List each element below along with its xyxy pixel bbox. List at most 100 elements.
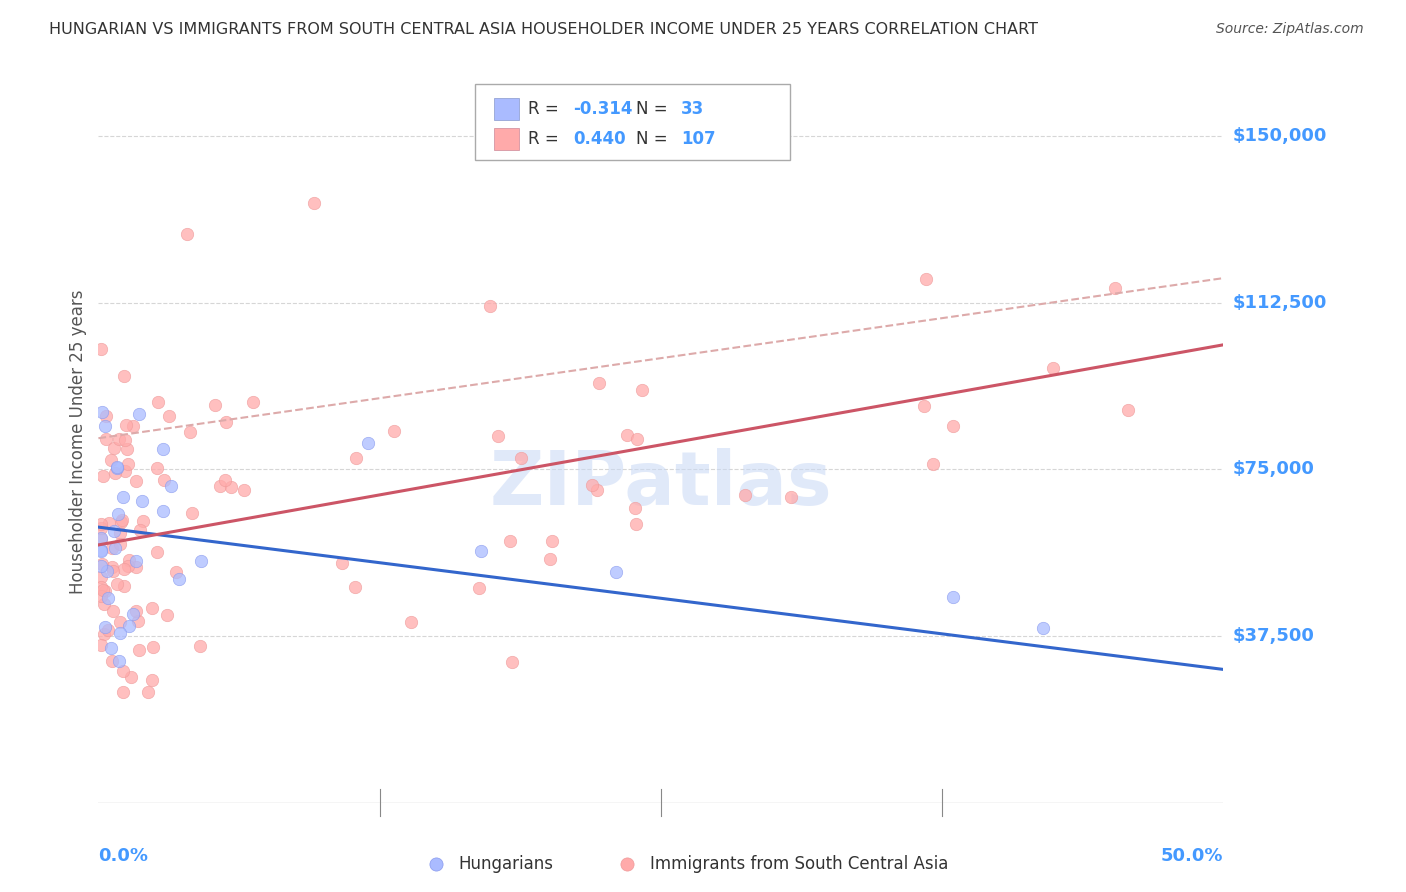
Point: [152, 442, 174, 456]
Point: [129, 523, 152, 537]
Text: HUNGARIAN VS IMMIGRANTS FROM SOUTH CENTRAL ASIA HOUSEHOLDER INCOME UNDER 25 YEAR: HUNGARIAN VS IMMIGRANTS FROM SOUTH CENTR…: [49, 22, 1038, 37]
Point: [382, 425, 405, 439]
Point: [486, 429, 509, 443]
Text: 50.0%: 50.0%: [1161, 847, 1223, 865]
Point: [626, 432, 648, 446]
Point: [127, 614, 149, 628]
Point: [91, 468, 114, 483]
Point: [91, 404, 114, 418]
Point: [915, 271, 938, 285]
Point: [499, 534, 522, 549]
Point: [90, 558, 112, 573]
Point: [90, 542, 112, 557]
Point: [1104, 281, 1126, 295]
Text: $75,000: $75,000: [1232, 460, 1315, 478]
Point: [104, 467, 127, 481]
Point: [215, 415, 238, 429]
Point: [190, 554, 212, 568]
Point: [136, 684, 159, 698]
Point: [112, 579, 135, 593]
Point: [90, 580, 112, 594]
Point: [118, 553, 141, 567]
Point: [117, 559, 139, 574]
Point: [125, 560, 148, 574]
Y-axis label: Householder Income Under 25 years: Householder Income Under 25 years: [69, 289, 87, 594]
Text: Source: ZipAtlas.com: Source: ZipAtlas.com: [1216, 22, 1364, 37]
Point: [157, 409, 180, 424]
Point: [90, 570, 112, 584]
Point: [90, 531, 112, 545]
Point: [146, 395, 169, 409]
Point: [630, 383, 652, 397]
Point: [467, 581, 489, 595]
Point: [93, 626, 115, 640]
Text: $112,500: $112,500: [1232, 293, 1327, 311]
Point: [110, 525, 132, 540]
Point: [112, 369, 135, 384]
Point: [1032, 621, 1054, 635]
Point: [188, 639, 211, 653]
Point: [94, 619, 117, 633]
Point: [90, 544, 112, 558]
FancyBboxPatch shape: [495, 128, 519, 150]
Point: [156, 608, 179, 623]
Point: [146, 461, 169, 475]
Point: [581, 477, 603, 491]
Point: [734, 488, 756, 502]
Point: [112, 490, 135, 504]
Point: [538, 552, 561, 566]
Text: N =: N =: [636, 130, 673, 148]
Point: [90, 516, 112, 531]
Point: [111, 665, 134, 679]
Point: [125, 475, 148, 489]
Point: [159, 478, 181, 492]
Point: [96, 564, 118, 578]
Point: [401, 615, 423, 630]
Point: [470, 544, 492, 558]
Point: [108, 626, 131, 640]
Text: $37,500: $37,500: [1232, 627, 1315, 645]
Point: [343, 580, 366, 594]
Text: 33: 33: [681, 100, 704, 118]
Text: -0.314: -0.314: [574, 100, 633, 118]
Point: [103, 441, 125, 455]
Point: [101, 565, 124, 579]
Point: [132, 514, 155, 528]
Point: [541, 534, 564, 549]
Text: N =: N =: [636, 100, 673, 118]
Point: [90, 638, 112, 652]
Point: [100, 640, 122, 655]
Point: [501, 656, 523, 670]
Point: [108, 655, 131, 669]
Point: [912, 399, 935, 413]
Point: [105, 461, 128, 475]
Point: [112, 684, 135, 698]
Point: [176, 227, 198, 241]
Point: [942, 418, 965, 433]
Point: [131, 493, 153, 508]
Point: [128, 642, 150, 657]
Point: [100, 453, 122, 467]
Text: R =: R =: [529, 100, 564, 118]
Point: [153, 473, 176, 487]
Point: [208, 479, 231, 493]
Point: [94, 584, 117, 599]
Point: [110, 537, 132, 551]
Point: [108, 433, 131, 447]
Point: [509, 450, 531, 465]
Point: [605, 566, 627, 580]
Point: [142, 640, 165, 654]
Point: [90, 532, 112, 546]
Text: 107: 107: [681, 130, 716, 148]
Point: [478, 299, 501, 313]
Point: [302, 195, 325, 210]
Point: [115, 442, 138, 456]
Point: [108, 615, 131, 629]
Point: [93, 597, 115, 611]
Text: $150,000: $150,000: [1232, 127, 1327, 145]
Point: [97, 624, 120, 638]
Point: [221, 480, 243, 494]
Point: [179, 425, 201, 440]
Point: [181, 506, 204, 520]
Point: [152, 504, 174, 518]
